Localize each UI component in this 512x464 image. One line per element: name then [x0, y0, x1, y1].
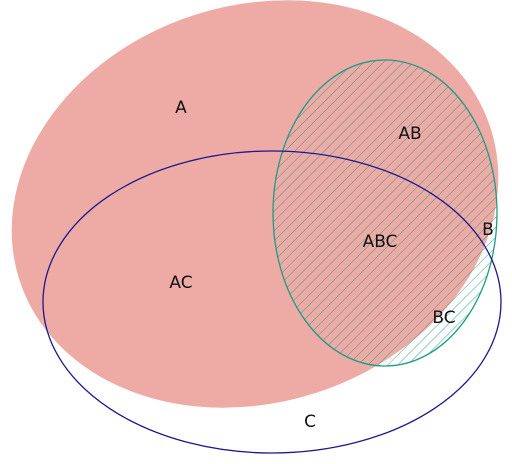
region-label-ab: AB: [398, 124, 421, 144]
region-label-bc: BC: [432, 308, 455, 328]
region-label-ac: AC: [169, 273, 192, 293]
region-label-c: C: [304, 412, 316, 432]
region-label-abc: ABC: [363, 232, 398, 252]
set-b-ellipse: [273, 60, 497, 366]
region-label-a: A: [175, 98, 187, 118]
region-label-b: B: [482, 220, 494, 240]
set-c-ellipse: [42, 150, 502, 454]
set-b-outline: [272, 59, 498, 367]
